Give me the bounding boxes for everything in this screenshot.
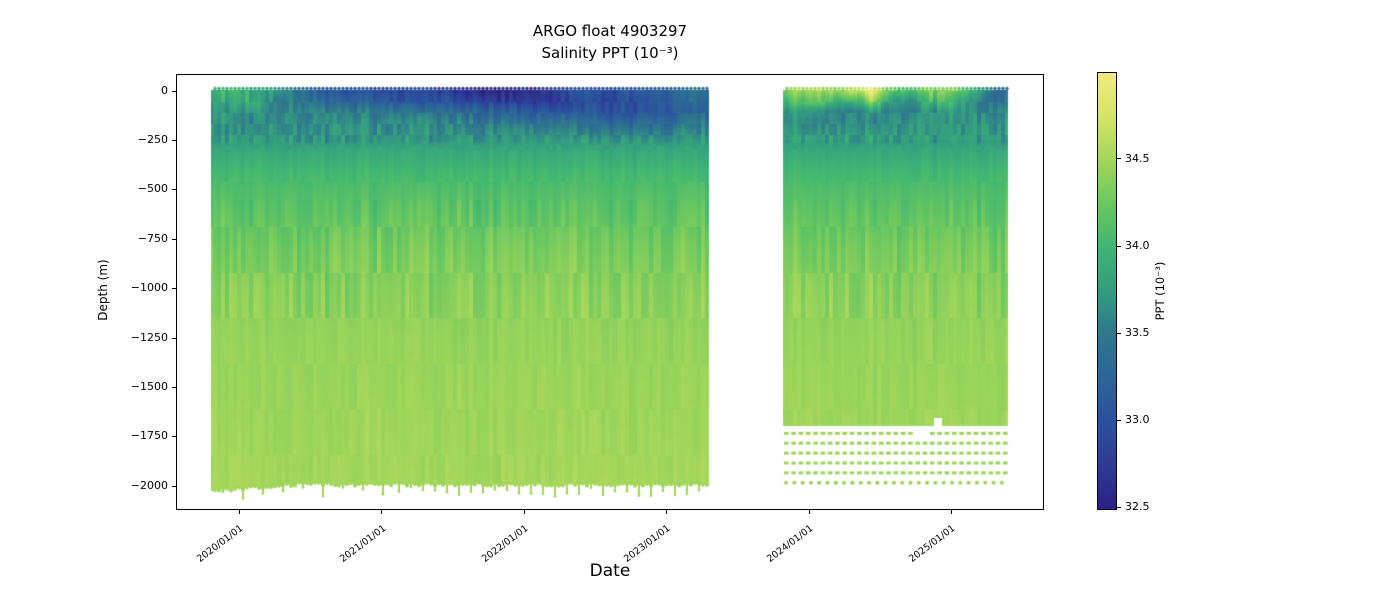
colorbar-tick-mark xyxy=(1117,246,1121,247)
colorbar-tick-label: 34.0 xyxy=(1125,238,1150,252)
y-tick-label: −1000 xyxy=(130,281,168,295)
colorbar-tick-mark xyxy=(1117,158,1121,159)
y-tick-label: 0 xyxy=(161,83,168,97)
x-tick-mark xyxy=(523,510,525,514)
plot-area xyxy=(176,74,1044,510)
colorbar-tick-mark xyxy=(1117,507,1121,508)
y-tick-label: −500 xyxy=(137,182,168,196)
x-tick-label: 2020/01/01 xyxy=(195,523,246,565)
x-axis-label: Date xyxy=(589,561,631,581)
y-tick-label: −1250 xyxy=(130,330,168,344)
y-tick-label: −750 xyxy=(137,231,168,245)
colorbar-tick-mark xyxy=(1117,420,1121,421)
colorbar-tick-label: 32.5 xyxy=(1125,500,1150,514)
x-tick-mark xyxy=(951,510,952,514)
chart-subtitle: Salinity PPT (10⁻³) xyxy=(541,44,679,62)
x-tick-mark xyxy=(666,510,668,514)
y-tick-mark xyxy=(172,239,176,240)
colorbar-tick-label: 33.0 xyxy=(1125,413,1150,427)
x-tick-mark xyxy=(381,510,383,514)
y-tick-label: −1500 xyxy=(130,379,168,393)
colorbar xyxy=(1097,72,1117,510)
y-tick-mark xyxy=(172,140,176,141)
x-tick-mark xyxy=(239,510,240,514)
x-tick-label: 2023/01/01 xyxy=(622,523,673,565)
y-tick-mark xyxy=(172,288,176,289)
y-tick-label: −250 xyxy=(137,133,168,146)
colorbar-tick-label: 34.5 xyxy=(1125,151,1150,165)
x-tick-label: 2024/01/01 xyxy=(764,523,816,565)
colorbar-tick-label: 33.5 xyxy=(1125,325,1150,339)
y-tick-mark xyxy=(172,436,176,437)
x-tick-label: 2021/01/01 xyxy=(337,523,389,565)
x-tick-label: 2022/01/01 xyxy=(480,523,531,565)
colorbar-gradient xyxy=(1098,73,1116,509)
y-tick-mark xyxy=(172,387,176,388)
x-tick-mark xyxy=(808,510,810,514)
y-tick-label: −2000 xyxy=(130,478,168,492)
salinity-depth-scatter-canvas xyxy=(177,75,1043,509)
x-tick-label: 2025/01/01 xyxy=(907,523,958,565)
chart-title: ARGO float 4903297 xyxy=(532,22,688,40)
colorbar-tick-mark xyxy=(1117,333,1121,334)
y-tick-mark xyxy=(172,189,176,190)
y-tick-mark xyxy=(172,91,176,92)
y-tick-label: −1750 xyxy=(130,429,168,443)
y-tick-mark xyxy=(172,486,176,487)
y-tick-mark xyxy=(172,338,176,339)
